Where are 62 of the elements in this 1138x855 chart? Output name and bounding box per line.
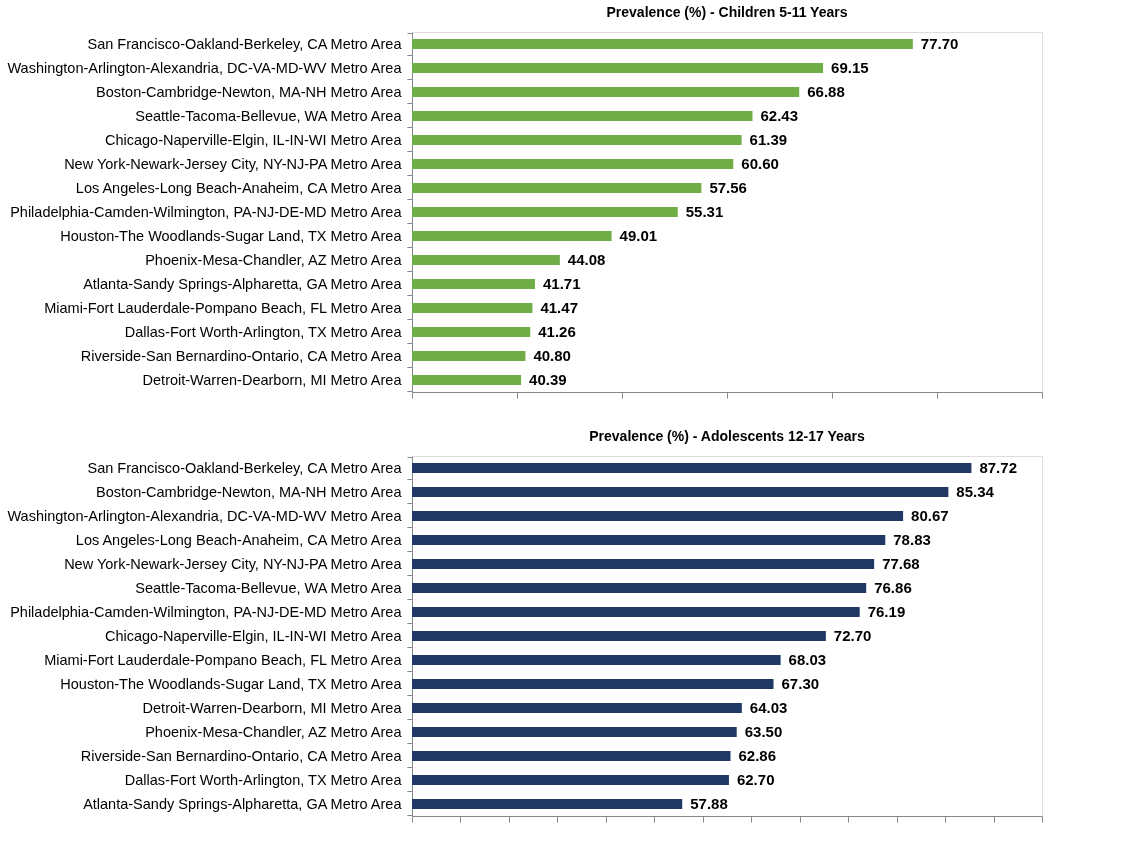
y-tick-label: Phoenix-Mesa-Chandler, AZ Metro Area: [145, 723, 403, 740]
data-label: 61.39: [749, 131, 788, 148]
y-tick-label: Chicago-Naperville-Elgin, IL-IN-WI Metro Area: [104, 131, 403, 148]
data-label: 64.03: [749, 699, 788, 716]
y-tick-label: Houston-The Woodlands-Sugar Land, TX Metro Area: [60, 675, 403, 692]
y-tick-label: Washington-Arlington-Alexandria, DC-VA-MD-WV Metro Area: [7, 59, 403, 76]
data-label: 87.72: [979, 459, 1017, 476]
y-tick-label: Seattle-Tacoma-Bellevue, WA Metro Area: [135, 579, 403, 596]
data-label: 76.86: [874, 579, 912, 596]
chart-title: Prevalence (%) - Children 5-11 Years: [606, 4, 848, 20]
data-label: 62.43: [760, 107, 799, 124]
y-tick-label: Riverside-San Bernardino-Ontario, CA Metro Area: [80, 747, 403, 764]
data-label: 68.03: [788, 651, 827, 668]
y-tick-label: Atlanta-Sandy Springs-Alpharetta, GA Metro Area: [83, 275, 403, 292]
data-label: 78.83: [893, 531, 931, 548]
y-tick-label: Washington-Arlington-Alexandria, DC-VA-MD-WV Metro Area: [7, 507, 403, 524]
y-tick-label: Seattle-Tacoma-Bellevue, WA Metro Area: [135, 107, 403, 124]
y-tick-label: Riverside-San Bernardino-Ontario, CA Metro Area: [80, 347, 403, 364]
data-label: 41.26: [538, 323, 576, 340]
data-label: 62.70: [736, 771, 775, 788]
data-label: 40.80: [533, 347, 571, 364]
y-tick-label: Phoenix-Mesa-Chandler, AZ Metro Area: [145, 251, 403, 268]
y-tick-label: Miami-Fort Lauderdale-Pompano Beach, FL Metro Area: [44, 651, 403, 668]
y-tick-label: Atlanta-Sandy Springs-Alpharetta, GA Metro Area: [83, 795, 403, 812]
y-tick-label: Detroit-Warren-Dearborn, MI Metro Area: [142, 371, 403, 388]
chart-title: Prevalence (%) - Adolescents 12-17 Years: [589, 428, 865, 444]
y-tick-label: Philadelphia-Camden-Wilmington, PA-NJ-DE-MD Metro Area: [10, 603, 403, 620]
y-tick-label: Dallas-Fort Worth-Arlington, TX Metro Area: [124, 771, 403, 788]
data-label: 60.60: [741, 155, 779, 172]
data-label: 49.01: [619, 227, 658, 244]
data-label: 77.68: [882, 555, 920, 572]
y-tick-label: New York-Newark-Jersey City, NY-NJ-PA Metro Area: [64, 155, 403, 172]
y-tick-label: San Francisco-Oakland-Berkeley, CA Metro Area: [87, 459, 403, 476]
data-label: 57.88: [690, 795, 728, 812]
data-label: 40.39: [529, 371, 567, 388]
y-tick-label: San Francisco-Oakland-Berkeley, CA Metro Area: [87, 35, 403, 52]
data-label: 41.47: [540, 299, 578, 316]
y-tick-label: Dallas-Fort Worth-Arlington, TX Metro Area: [124, 323, 403, 340]
y-tick-label: Detroit-Warren-Dearborn, MI Metro Area: [142, 699, 403, 716]
data-label: 66.88: [807, 83, 845, 100]
data-label: 67.30: [781, 675, 820, 692]
data-label: 69.15: [831, 59, 869, 76]
y-tick-label: Boston-Cambridge-Newton, MA-NH Metro Area: [96, 83, 403, 100]
data-label: 80.67: [911, 507, 949, 524]
data-label: 62.86: [738, 747, 777, 764]
y-tick-label: New York-Newark-Jersey City, NY-NJ-PA Metro Area: [64, 555, 403, 572]
y-tick-label: Los Angeles-Long Beach-Anaheim, CA Metro Area: [75, 531, 403, 548]
data-label: 72.70: [833, 627, 872, 644]
y-tick-label: Los Angeles-Long Beach-Anaheim, CA Metro Area: [75, 179, 403, 196]
y-tick-label: Philadelphia-Camden-Wilmington, PA-NJ-DE-MD Metro Area: [10, 203, 403, 220]
y-tick-label: Miami-Fort Lauderdale-Pompano Beach, FL Metro Area: [44, 299, 403, 316]
data-label: 41.71: [542, 275, 581, 292]
data-label: 85.34: [956, 483, 995, 500]
data-label: 55.31: [685, 203, 724, 220]
data-label: 57.56: [709, 179, 747, 196]
data-label: 63.50: [744, 723, 783, 740]
y-tick-label: Boston-Cambridge-Newton, MA-NH Metro Area: [96, 483, 403, 500]
data-label: 77.70: [920, 35, 959, 52]
y-tick-label: Chicago-Naperville-Elgin, IL-IN-WI Metro Area: [104, 627, 403, 644]
data-label: 44.08: [567, 251, 606, 268]
data-label: 76.19: [867, 603, 906, 620]
y-tick-label: Houston-The Woodlands-Sugar Land, TX Metro Area: [60, 227, 403, 244]
